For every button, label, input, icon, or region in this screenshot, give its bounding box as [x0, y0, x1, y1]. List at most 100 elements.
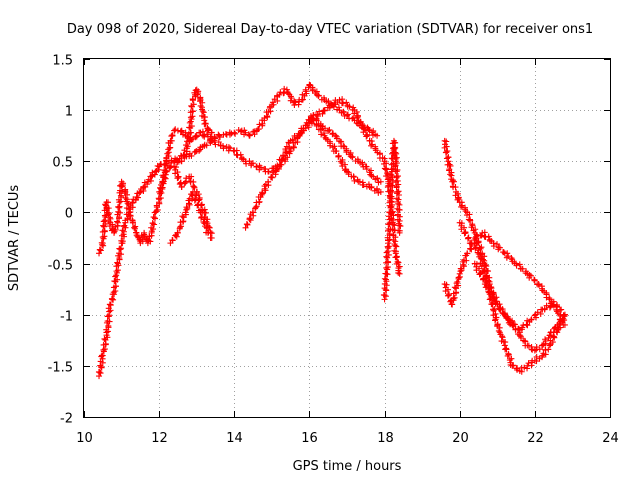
data-point: [139, 238, 146, 245]
data-point: [464, 235, 471, 242]
data-point: [395, 269, 402, 276]
data-point: [384, 243, 391, 250]
x-tick-label: 22: [527, 431, 544, 446]
x-tick-label: 14: [226, 431, 243, 446]
data-point: [151, 221, 158, 228]
data-point: [152, 168, 159, 175]
data-point: [546, 304, 553, 311]
data-point: [285, 90, 292, 97]
data-point: [455, 195, 462, 202]
data-point: [253, 163, 260, 170]
data-point: [178, 158, 185, 165]
data-point: [315, 92, 322, 99]
data-point: [116, 215, 123, 222]
data-point: [141, 231, 148, 238]
data-point: [134, 194, 141, 201]
data-point: [340, 142, 347, 149]
x-tick-label: 16: [301, 431, 318, 446]
data-point: [383, 264, 390, 271]
data-point: [476, 265, 483, 272]
data-point: [129, 217, 136, 224]
data-point: [106, 210, 113, 217]
data-point: [523, 321, 530, 328]
data-point: [149, 220, 156, 227]
data-point: [289, 137, 296, 144]
data-point: [363, 166, 370, 173]
data-point: [394, 216, 401, 223]
data-point: [169, 132, 176, 139]
data-point: [108, 295, 115, 302]
data-point: [180, 151, 187, 158]
data-point: [450, 178, 457, 185]
data-point: [461, 224, 468, 231]
data-point: [383, 249, 390, 256]
data-point: [539, 342, 546, 349]
data-point: [204, 127, 211, 134]
data-point: [445, 286, 452, 293]
data-point: [212, 141, 219, 148]
data-point: [447, 162, 454, 169]
data-points: [95, 81, 568, 380]
data-point: [386, 209, 393, 216]
data-point: [182, 179, 189, 186]
data-point: [451, 284, 458, 291]
data-point: [104, 313, 111, 320]
data-point: [388, 199, 395, 206]
data-point: [208, 235, 215, 241]
data-point: [374, 175, 381, 182]
data-point: [234, 152, 241, 159]
data-point: [273, 166, 280, 173]
data-point: [201, 114, 208, 121]
data-point: [95, 368, 102, 375]
data-point: [372, 145, 379, 152]
data-point: [159, 178, 166, 185]
data-point: [494, 241, 501, 248]
data-point: [386, 216, 393, 223]
data-point: [309, 115, 316, 122]
data-point: [509, 362, 516, 369]
data-point: [215, 138, 222, 145]
data-point: [490, 243, 497, 250]
data-point: [346, 103, 353, 110]
data-point: [161, 161, 168, 168]
data-point: [207, 229, 214, 236]
data-point: [195, 191, 202, 198]
y-tick-label: -1.5: [48, 361, 73, 376]
data-point: [118, 237, 125, 244]
data-point: [396, 270, 403, 277]
data-point: [262, 187, 269, 194]
data-point: [231, 129, 238, 136]
data-point: [335, 104, 342, 111]
data-point: [542, 347, 549, 354]
data-point: [268, 173, 275, 180]
series-trace-i: [306, 96, 403, 277]
data-point: [550, 302, 557, 309]
data-point: [357, 119, 364, 126]
data-point: [183, 204, 190, 211]
data-point: [158, 161, 165, 168]
data-point: [373, 186, 380, 193]
series-trace-h: [242, 112, 384, 231]
data-point: [368, 183, 375, 190]
data-point: [106, 318, 113, 325]
data-point: [269, 99, 276, 106]
data-point: [499, 334, 506, 341]
data-point: [384, 258, 391, 265]
data-point: [478, 232, 485, 239]
data-point: [525, 342, 532, 349]
data-point: [477, 270, 484, 277]
data-point: [276, 91, 283, 98]
data-point: [153, 204, 160, 211]
data-point: [485, 277, 492, 284]
data-point: [188, 173, 195, 180]
data-point: [553, 306, 560, 313]
data-point: [344, 111, 351, 118]
data-point: [443, 138, 450, 145]
data-point: [202, 209, 209, 216]
data-point: [391, 146, 398, 152]
data-point: [448, 301, 455, 308]
data-point: [527, 272, 534, 279]
data-point: [96, 246, 103, 253]
data-point: [173, 164, 180, 171]
data-point: [504, 313, 511, 320]
